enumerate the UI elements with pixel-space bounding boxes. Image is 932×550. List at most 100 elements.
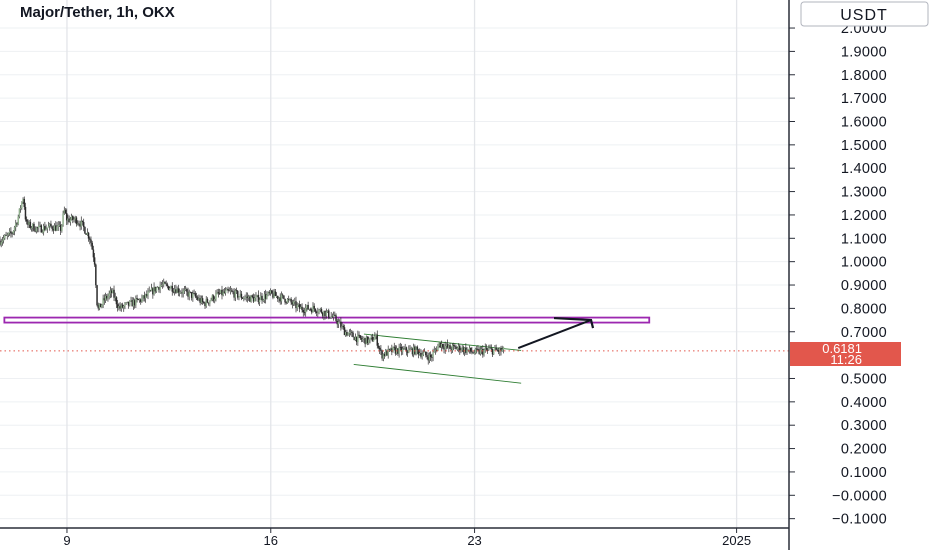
candle-body [46,227,49,229]
candle-body [428,354,431,361]
candle-body [409,348,411,350]
candle-body [364,338,366,345]
candle-body [337,321,340,325]
candle-body [21,201,23,209]
candle-body [256,295,258,297]
candle-body [290,299,292,303]
candle-body [273,291,275,298]
candle-body [152,288,154,295]
candle-body [495,347,497,350]
support-level-box[interactable] [3,316,651,324]
candle-body [378,347,381,350]
candle-body [473,353,476,355]
candle-body [383,354,386,356]
candle-body [5,235,7,236]
candle-body [4,235,6,239]
candle-body [183,289,186,291]
candle-body [159,285,161,290]
candle-body [382,354,385,359]
candle-body [187,291,189,297]
candle-body [304,307,307,313]
candle-body [30,227,33,229]
candle-body [287,299,290,300]
candle-body [417,349,420,355]
candle-body [488,348,490,350]
candle-body [251,295,254,298]
candle-body [277,295,279,299]
currency-button[interactable]: USDT [800,1,929,27]
drawings-layer[interactable] [3,316,651,384]
candle-body [246,296,249,298]
candle-body [190,292,193,298]
candle-body [82,222,85,227]
candle-body [411,348,414,355]
candle-body [297,304,300,306]
candle-body [460,350,462,352]
candle-body [438,342,440,346]
candle-body [497,350,500,352]
candle-body [284,298,286,303]
candle-body [474,348,477,354]
candle-body [332,314,335,318]
candle-body [57,225,59,227]
candle-body [348,331,351,334]
candle-body [227,288,229,291]
candle-body [234,290,237,298]
candle-body [324,310,326,317]
candle-body [109,290,112,294]
candle-body [267,292,269,295]
candle-body [320,309,323,313]
candle-body [386,350,388,356]
candle-body [155,287,158,292]
candle-body [274,291,277,297]
price-tick-label: 1.4000 [841,161,887,177]
candle-body [329,317,331,319]
currency-label: USDT [840,7,888,24]
candle-body [23,198,26,207]
candle-body [175,289,177,294]
candle-body [58,224,61,226]
projection-arrow[interactable] [517,319,592,350]
time-tick-label: 9 [63,533,70,548]
candle-body [353,337,355,341]
candle-body [48,223,51,227]
candle-body [358,334,360,336]
candle-body [302,310,305,313]
candle-body [401,348,404,352]
candle-body [423,351,426,353]
candle-body [177,288,180,293]
channel-lower-line[interactable] [353,364,522,384]
candle-body [212,295,215,301]
candle-body [426,355,428,358]
candle-body [452,345,455,346]
candle-body [300,306,302,309]
candle-body [108,293,110,297]
candle-body [163,281,165,285]
candle-body [64,210,67,214]
candle-body [160,285,163,286]
candle-body [68,218,70,223]
candle-body [372,339,375,342]
candle-body [99,303,102,308]
candle-body [176,288,178,294]
candle-body [91,242,93,250]
candle-body [433,350,436,353]
candle-body [215,293,217,300]
candle-body [410,348,412,350]
candle-body [380,349,382,351]
candle-body [55,225,57,231]
candle-body [65,213,68,221]
candle-body [113,289,115,298]
candle-body [136,298,138,300]
time-axis[interactable]: 9 16 23 2025 [63,528,751,548]
price-tick-label: 1.6000 [841,114,887,130]
candle-body [89,238,91,240]
price-axis[interactable]: 2.00001.90001.80001.70001.60001.50001.40… [789,21,887,528]
price-tick-label: 1.7000 [841,91,887,107]
candle-body [59,224,62,231]
candle-body [429,354,432,358]
candle-body [331,316,334,318]
candle-body [0,240,1,245]
candle-body [165,283,167,285]
